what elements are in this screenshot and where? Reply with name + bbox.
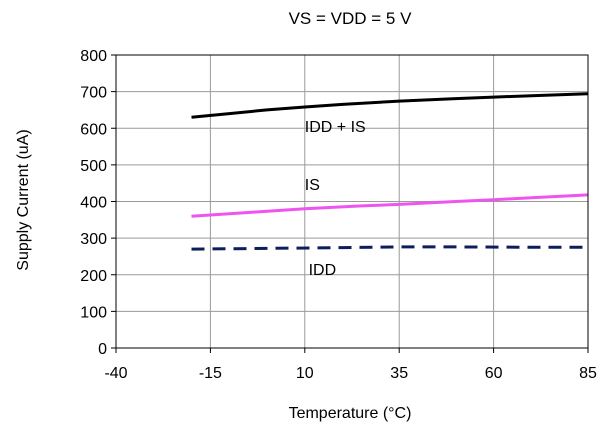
series-line-idd: [191, 245, 588, 251]
x-tick-label: 85: [579, 365, 597, 382]
chart-title: VS = VDD = 5 V: [289, 9, 412, 28]
y-tick-label: 600: [80, 121, 107, 138]
x-axis-ticks: -40 -15 10 35 60 85: [104, 348, 597, 382]
series-annotation: IS: [305, 177, 320, 194]
y-tick-label: 0: [98, 341, 107, 358]
y-tick-label: 200: [80, 268, 107, 285]
x-tick-label: 60: [485, 365, 503, 382]
gridlines: [115, 54, 589, 349]
series-line-is: [191, 193, 589, 218]
y-tick-label: 500: [80, 158, 107, 175]
y-tick-label: 300: [80, 231, 107, 248]
y-tick-label: 100: [80, 304, 107, 321]
series-annotation: IDD + IS: [305, 119, 366, 136]
y-tick-label: 400: [80, 195, 107, 212]
y-tick-label: 800: [80, 48, 107, 65]
y-axis-label: Supply Current (uA): [15, 129, 32, 270]
x-axis-label: Temperature (°C): [289, 405, 412, 422]
y-tick-label: 700: [80, 85, 107, 102]
x-tick-label: 10: [296, 365, 314, 382]
y-axis-ticks: 0 100 200 300 400 500 600 700 800: [80, 48, 116, 358]
data-series: [191, 92, 589, 251]
series-annotation: IDD: [309, 262, 337, 279]
series-line-idd-is: [191, 92, 589, 119]
x-tick-label: -40: [104, 365, 127, 382]
x-tick-label: -15: [199, 365, 222, 382]
x-tick-label: 35: [390, 365, 408, 382]
series-annotations: IDD + IS IS IDD: [305, 119, 366, 279]
